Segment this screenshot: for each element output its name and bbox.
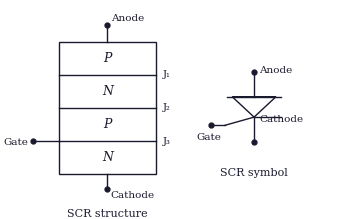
Text: P: P: [103, 118, 112, 131]
Text: Anode: Anode: [111, 14, 144, 23]
Bar: [59, 42, 156, 174]
Text: N: N: [102, 85, 113, 98]
Text: Anode: Anode: [259, 66, 292, 75]
Text: SCR structure: SCR structure: [67, 209, 148, 219]
Text: J₁: J₁: [163, 70, 171, 79]
Polygon shape: [232, 97, 276, 117]
Text: Gate: Gate: [196, 133, 221, 142]
Text: N: N: [102, 151, 113, 164]
Text: P: P: [103, 52, 112, 65]
Text: J₃: J₃: [163, 137, 171, 146]
Text: Cathode: Cathode: [259, 115, 303, 124]
Text: SCR symbol: SCR symbol: [220, 168, 288, 178]
Text: Gate: Gate: [3, 138, 28, 147]
Text: J₂: J₂: [163, 103, 171, 112]
Text: Cathode: Cathode: [111, 191, 155, 200]
